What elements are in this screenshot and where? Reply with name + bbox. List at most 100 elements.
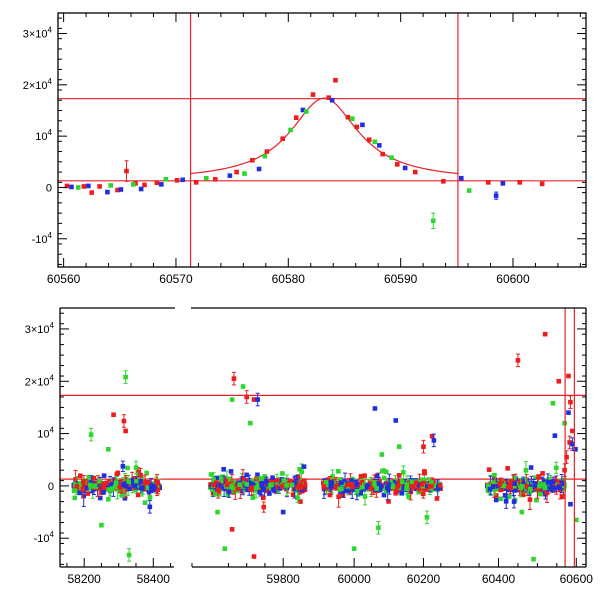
- data-point: [395, 483, 401, 489]
- data-point: [123, 483, 129, 489]
- data-point: [215, 487, 221, 493]
- data-point: [542, 485, 548, 491]
- data-point: [340, 493, 346, 498]
- data-point: [434, 496, 440, 501]
- x-tick-label: 60560: [47, 272, 81, 286]
- data-point: [550, 485, 556, 490]
- data-point: [359, 480, 365, 485]
- data-point: [429, 483, 434, 489]
- data-point: [357, 483, 362, 488]
- y-tick-exponent: 4: [50, 373, 55, 382]
- y-tick-exponent: 4: [48, 26, 53, 35]
- data-point: [251, 554, 257, 559]
- data-point: [286, 479, 292, 485]
- data-point: [368, 486, 374, 491]
- data-point: [329, 97, 335, 103]
- data-point: [107, 479, 112, 484]
- data-point: [573, 517, 579, 523]
- data-point: [356, 492, 361, 497]
- data-point: [416, 482, 422, 487]
- data-point: [380, 151, 385, 157]
- data-point: [545, 480, 551, 485]
- y-tick-base: 3×10: [25, 324, 50, 336]
- data-point: [358, 474, 364, 479]
- data-point: [115, 187, 120, 193]
- data-point: [323, 479, 329, 485]
- data-point: [270, 475, 275, 481]
- data-point: [396, 473, 402, 478]
- data-point: [506, 494, 512, 499]
- data-point: [393, 487, 399, 492]
- data-point: [512, 483, 517, 489]
- data-point: [267, 491, 272, 496]
- data-point: [437, 483, 443, 488]
- data-point: [228, 469, 234, 474]
- data-point: [345, 485, 351, 491]
- data-point: [431, 438, 437, 443]
- data-point: [435, 486, 440, 491]
- data-point: [255, 397, 260, 402]
- data-point: [540, 471, 545, 476]
- data-point: [381, 492, 387, 498]
- data-point: [138, 186, 144, 192]
- data-point: [424, 487, 430, 492]
- data-point: [502, 483, 508, 489]
- data-point: [517, 180, 523, 185]
- data-point: [410, 485, 416, 490]
- data-point: [121, 418, 127, 424]
- data-point: [155, 480, 160, 486]
- data-point: [533, 482, 538, 488]
- data-point: [174, 177, 180, 183]
- data-point: [292, 480, 298, 486]
- y-tick-label: 3×104: [23, 26, 53, 41]
- x-tick-label: 60200: [407, 572, 441, 586]
- data-point: [237, 482, 242, 487]
- data-point: [224, 482, 230, 488]
- series-1: [69, 97, 506, 200]
- y-tick-exponent: 4: [48, 128, 53, 137]
- data-point: [105, 487, 110, 492]
- data-point: [144, 485, 150, 491]
- data-point: [390, 484, 396, 489]
- data-point: [81, 493, 87, 499]
- data-point: [404, 486, 409, 492]
- data-point: [223, 479, 229, 484]
- data-point: [523, 467, 529, 473]
- data-point: [231, 376, 237, 381]
- data-point: [288, 127, 293, 133]
- data-point: [406, 494, 411, 500]
- data-point: [144, 470, 149, 476]
- data-point: [429, 480, 434, 485]
- data-point: [485, 484, 491, 489]
- data-point: [559, 481, 565, 486]
- data-point: [138, 472, 143, 478]
- data-point: [89, 190, 95, 195]
- data-point: [230, 485, 236, 491]
- data-point: [261, 504, 267, 510]
- data-point: [150, 483, 156, 489]
- data-point: [493, 193, 499, 198]
- y-tick-exponent: 4: [50, 426, 55, 435]
- data-point: [339, 486, 344, 492]
- data-point: [533, 475, 538, 480]
- data-point: [379, 452, 385, 457]
- data-point: [546, 486, 552, 491]
- data-point: [537, 483, 542, 489]
- data-point: [413, 480, 419, 485]
- data-point: [378, 483, 384, 489]
- data-point: [111, 412, 116, 418]
- data-point: [213, 491, 218, 497]
- data-point: [566, 410, 571, 415]
- data-point: [422, 477, 427, 483]
- data-point: [147, 495, 153, 500]
- data-point: [101, 473, 107, 478]
- data-point: [421, 470, 427, 476]
- data-point: [393, 490, 398, 496]
- data-point: [244, 472, 249, 478]
- data-point: [124, 168, 129, 174]
- data-point: [280, 471, 285, 476]
- data-point: [345, 114, 351, 120]
- data-point: [374, 486, 379, 491]
- x-tick-label: 58200: [67, 572, 101, 586]
- data-point: [346, 482, 351, 487]
